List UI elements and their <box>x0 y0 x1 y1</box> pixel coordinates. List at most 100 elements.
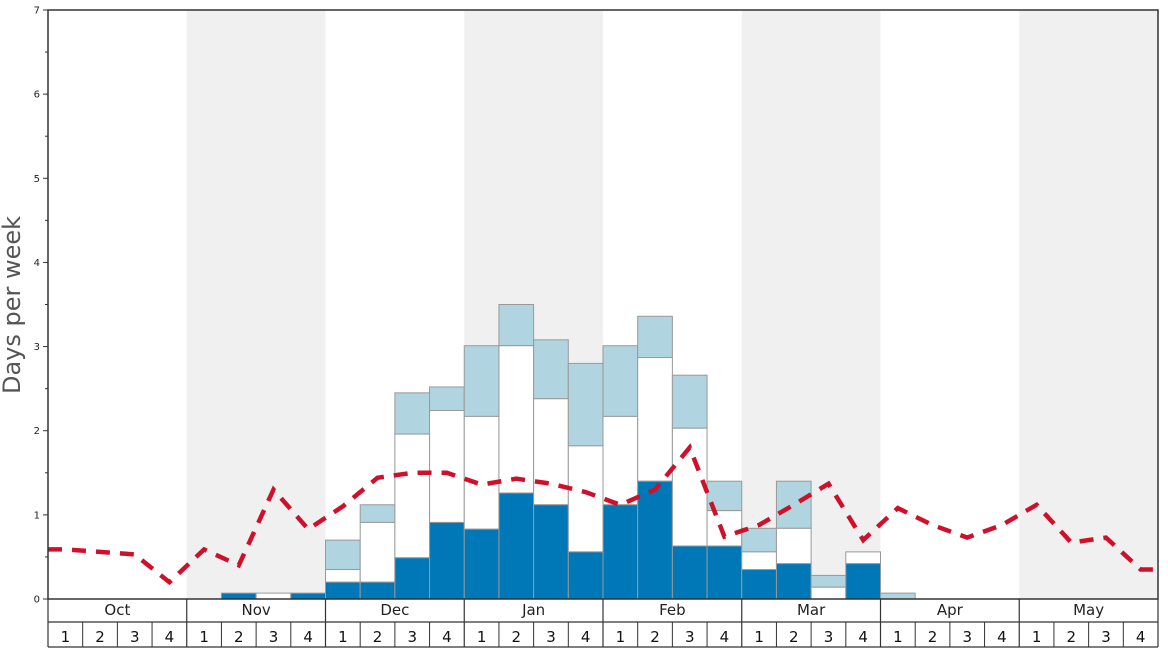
bar-white-17 <box>602 415 639 506</box>
bar-light-21 <box>741 527 777 553</box>
y-tick-label-1: 1 <box>34 510 40 521</box>
week-label: 4 <box>442 628 452 646</box>
bar-dark-16 <box>567 551 604 600</box>
week-label: 2 <box>650 628 660 646</box>
bar-dark-22 <box>775 563 812 600</box>
bar-dark-15 <box>533 504 569 600</box>
month-band-nov <box>186 10 326 599</box>
week-label: 2 <box>512 628 522 646</box>
week-label: 2 <box>928 628 938 646</box>
bar-dark-14 <box>498 492 535 600</box>
week-label: 2 <box>1067 628 1077 646</box>
week-label: 1 <box>338 628 348 646</box>
month-label-oct: Oct <box>104 601 130 619</box>
bar-light-22 <box>775 480 812 529</box>
bar-white-10 <box>359 521 396 583</box>
line-group <box>48 443 1158 586</box>
bar-light-25 <box>880 592 916 600</box>
bar-light-14 <box>498 304 535 347</box>
y-tick-label-2: 2 <box>34 426 40 437</box>
week-label: 4 <box>1136 628 1146 646</box>
bar-light-15 <box>533 339 569 400</box>
month-label-mar: Mar <box>797 601 826 619</box>
bar-dark-8 <box>290 592 326 600</box>
month-label-apr: Apr <box>937 601 964 619</box>
week-label: 4 <box>720 628 730 646</box>
bar-white-12 <box>429 410 465 523</box>
bar-white-20 <box>706 510 743 547</box>
week-label: 1 <box>893 628 903 646</box>
y-axis: 0 1 2 3 4 5 6 7 <box>34 6 48 606</box>
y-tick-label-5: 5 <box>34 174 40 185</box>
bar-dark-12 <box>429 521 465 600</box>
y-tick-label-0: 0 <box>34 595 40 606</box>
bar-light-17 <box>602 345 639 417</box>
week-label: 3 <box>269 628 279 646</box>
week-label: 3 <box>130 628 140 646</box>
week-label: 1 <box>477 628 487 646</box>
bar-white-11 <box>394 433 431 559</box>
week-label: 3 <box>407 628 417 646</box>
bar-white-18 <box>637 357 673 482</box>
bar-light-19 <box>671 374 708 429</box>
bar-light-11 <box>394 392 431 435</box>
bar-white-23 <box>810 586 847 600</box>
line-series <box>48 443 1158 586</box>
bar-dark-11 <box>394 557 431 600</box>
bar-light-23 <box>810 574 847 588</box>
bar-dark-17 <box>602 504 639 600</box>
bar-light-13 <box>463 345 500 417</box>
bar-light-10 <box>359 504 396 523</box>
bar-white-13 <box>463 415 500 530</box>
month-label-dec: Dec <box>380 601 409 619</box>
month-label-may: May <box>1073 601 1104 619</box>
week-label: 3 <box>685 628 695 646</box>
month-label-nov: Nov <box>241 601 270 619</box>
month-label-feb: Feb <box>659 601 686 619</box>
week-label: 1 <box>61 628 71 646</box>
bar-dark-10 <box>359 581 396 600</box>
bar-white-16 <box>567 445 604 553</box>
y-tick-label-3: 3 <box>34 342 40 353</box>
week-label: 4 <box>858 628 868 646</box>
week-label: 1 <box>199 628 209 646</box>
week-label: 4 <box>165 628 175 646</box>
week-label: 1 <box>1032 628 1042 646</box>
bar-dark-9 <box>325 581 361 600</box>
x-axis: Oct 1 2 3 4 Nov 1 2 3 4 Dec 1 2 3 4 Jan 1 2 3 4 Feb 1 2 3 4 Mar 1 2… <box>47 599 1159 648</box>
bar-light-9 <box>325 539 361 571</box>
bar-dark-21 <box>741 569 777 600</box>
bar-white-24 <box>845 551 881 565</box>
y-tick-label-6: 6 <box>34 90 40 101</box>
week-label: 4 <box>997 628 1007 646</box>
week-label: 4 <box>303 628 313 646</box>
month-band-may <box>1019 10 1158 599</box>
month-label-jan: Jan <box>521 601 545 619</box>
bar-light-16 <box>567 362 604 447</box>
bars-group <box>220 304 916 600</box>
y-tick-label-7: 7 <box>34 6 40 17</box>
bar-white-21 <box>741 551 777 571</box>
bar-white-7 <box>255 592 292 600</box>
bar-dark-18 <box>637 480 673 600</box>
week-label: 3 <box>1101 628 1111 646</box>
week-label: 4 <box>581 628 591 646</box>
bar-white-22 <box>775 527 812 565</box>
week-label: 3 <box>824 628 834 646</box>
bar-dark-20 <box>706 545 743 600</box>
week-label: 1 <box>616 628 626 646</box>
bar-light-18 <box>637 315 673 359</box>
y-axis-title: Days per week <box>0 216 26 394</box>
bar-dark-24 <box>845 563 881 600</box>
week-label: 3 <box>546 628 556 646</box>
week-label: 2 <box>95 628 105 646</box>
bar-dark-13 <box>463 528 500 600</box>
y-tick-label-4: 4 <box>34 258 40 269</box>
week-label: 1 <box>754 628 764 646</box>
week-label: 3 <box>962 628 972 646</box>
week-label: 2 <box>373 628 383 646</box>
bar-dark-6 <box>220 592 257 600</box>
bar-dark-19 <box>671 545 708 600</box>
bar-light-12 <box>429 386 465 412</box>
